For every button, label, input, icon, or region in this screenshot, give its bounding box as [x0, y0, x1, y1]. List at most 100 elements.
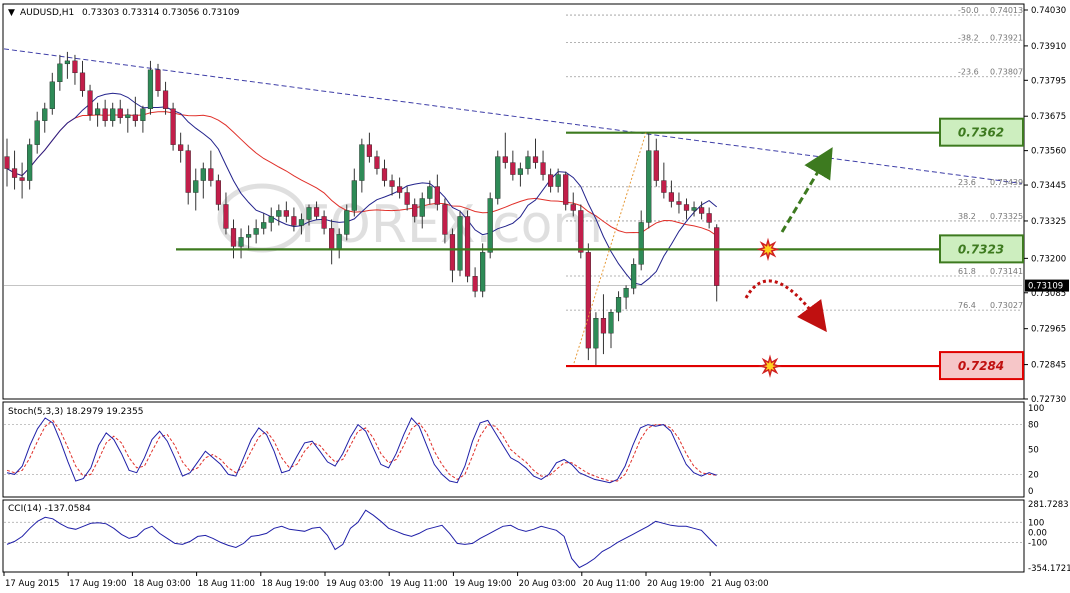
candle-body — [283, 210, 289, 217]
candle-body — [72, 60, 78, 74]
fib-level-label: -38.2 — [958, 34, 979, 43]
symbol-label: AUDUSD,H1 — [20, 8, 74, 18]
time-tick-label: 20 Aug 03:00 — [519, 579, 576, 589]
fib-price-label: 0.73027 — [990, 301, 1023, 310]
fast-ma-line — [6, 92, 718, 286]
candle-body — [147, 69, 154, 109]
candle-body — [517, 168, 524, 175]
candle-body — [381, 168, 388, 181]
price-tick-label: 0.73795 — [1031, 76, 1066, 86]
price-layer: -50.0 0.74013 -38.2 0.73921 -23.6 0.73807 23.6… — [3, 6, 1024, 381]
candle-body — [155, 69, 161, 91]
cci-tick-label: -100 — [1028, 538, 1047, 548]
candle-body — [87, 90, 93, 115]
cci-tick-label: 0.00 — [1028, 528, 1047, 538]
candle-body — [472, 276, 478, 292]
candle-body — [336, 234, 342, 250]
price-tick-label: 0.73675 — [1031, 112, 1066, 122]
candle-body — [495, 156, 501, 199]
candle-body — [11, 168, 18, 178]
fib-price-label: 0.74013 — [990, 6, 1023, 15]
time-tick-label: 17 Aug 2015 — [5, 579, 59, 589]
cci-tick-label: -354.1721 — [1028, 564, 1070, 574]
time-tick-label: 19 Aug 03:00 — [326, 579, 383, 589]
key-level-label: 0.7284 — [958, 359, 1004, 373]
stoch-panel — [2, 401, 1025, 498]
cci-tick-label: 281.7283 — [1028, 500, 1069, 510]
breakout-burst-icon — [758, 354, 782, 378]
candle-body — [706, 213, 712, 223]
candle-body — [132, 114, 138, 121]
stoch-tick-label: 20 — [1028, 470, 1039, 480]
candle-body — [532, 156, 539, 163]
key-level-label: 0.7362 — [958, 126, 1004, 140]
candle-body — [268, 216, 274, 223]
collapse-triangle-icon[interactable]: ▼ — [8, 8, 15, 18]
candle-body — [57, 63, 63, 83]
candle-body — [525, 156, 531, 169]
candle-body — [276, 210, 282, 217]
key-level-box — [939, 234, 1024, 264]
candle-body — [593, 318, 599, 349]
candle-body — [125, 114, 131, 118]
candle-body — [366, 144, 373, 157]
price-tick-label: 0.73325 — [1031, 217, 1066, 227]
candle-body — [480, 252, 486, 292]
time-tick-label: 18 Aug 19:00 — [262, 579, 319, 589]
candle-body — [714, 227, 720, 286]
candle-body — [49, 81, 55, 109]
candle-body — [42, 108, 48, 121]
candle-body — [653, 150, 659, 181]
candle-body — [419, 198, 425, 217]
time-tick-label: 20 Aug 19:00 — [647, 579, 704, 589]
candle-body — [638, 222, 644, 265]
price-tick-label: 0.73560 — [1031, 147, 1066, 157]
cci-line — [6, 509, 718, 569]
candle-body — [397, 186, 403, 193]
candle-body — [238, 237, 244, 247]
candle-body — [646, 150, 652, 223]
candle-body — [683, 204, 690, 211]
price-tick-label: 0.73910 — [1031, 42, 1066, 52]
candle-body — [223, 204, 229, 229]
candle-body — [585, 252, 591, 349]
candle-body — [140, 108, 146, 121]
cci-panel — [2, 499, 1025, 573]
candle-body — [631, 264, 637, 289]
bullish-scenario-arrow — [780, 147, 833, 233]
time-tick-label: 19 Aug 19:00 — [454, 579, 511, 589]
candle-body — [79, 72, 86, 91]
candle-body — [548, 174, 554, 187]
candle-body — [230, 228, 237, 247]
candle-body — [27, 144, 33, 181]
candle-body — [623, 288, 629, 298]
price-tick-label: 0.74030 — [1031, 6, 1066, 16]
candle-body — [691, 207, 697, 211]
stoch-tick-label: 0 — [1028, 487, 1033, 497]
candle-body — [464, 216, 471, 277]
candle-body — [578, 210, 584, 253]
candle-body — [117, 108, 123, 118]
candle-body — [298, 219, 305, 226]
time-tick-label: 19 Aug 11:00 — [390, 579, 447, 589]
candle-body — [291, 216, 297, 226]
candle-body — [344, 210, 350, 235]
candle-body — [253, 228, 259, 235]
axis-layer: 0.74030 0.73910 0.73795 0.73675 0.73560 0.734… — [3, 6, 1070, 589]
breakout-burst-icon — [756, 237, 780, 262]
price-tick-label: 0.72845 — [1031, 361, 1066, 371]
candle-body — [4, 156, 10, 169]
current-price-text: 0.73109 — [1028, 282, 1063, 292]
candle-body — [351, 180, 357, 211]
candle-body — [442, 204, 448, 235]
fib-price-label: 0.73141 — [990, 267, 1023, 276]
candle-body — [200, 168, 206, 181]
candle-body — [555, 174, 561, 187]
fib-anchor-line — [573, 132, 647, 364]
candle-body — [615, 297, 622, 313]
time-tick-label: 21 Aug 03:00 — [711, 579, 768, 589]
price-tick-label: 0.73085 — [1031, 289, 1066, 299]
price-tick-label: 0.72730 — [1031, 395, 1066, 405]
candle-body — [487, 198, 493, 253]
